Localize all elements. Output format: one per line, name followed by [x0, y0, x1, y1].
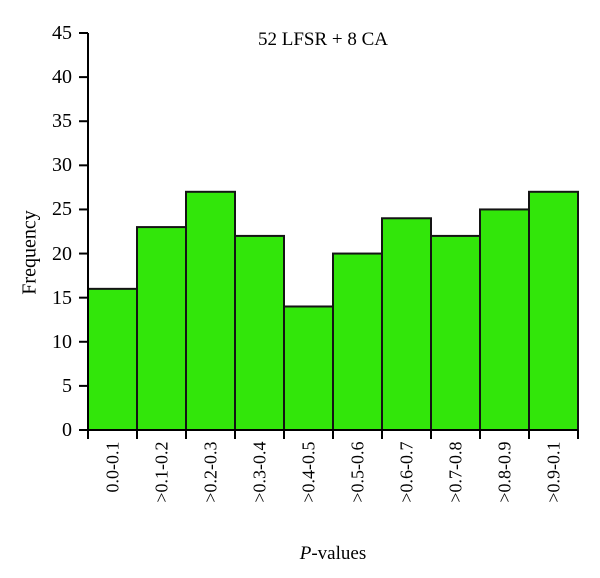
- x-tick-label: >0.7-0.8: [445, 441, 465, 503]
- histogram-bar: [332, 252, 383, 431]
- histogram-bar: [283, 305, 334, 431]
- x-tick-label: >0.4-0.5: [298, 441, 318, 503]
- histogram-bar: [479, 208, 530, 431]
- y-tick-label: 40: [52, 66, 72, 89]
- histogram-bar: [87, 287, 138, 431]
- histogram-bar: [381, 217, 432, 431]
- y-tick-label: 30: [52, 154, 72, 177]
- y-tick-label: 5: [62, 374, 72, 397]
- histogram-bar: [136, 226, 187, 431]
- y-tick-label: 10: [52, 330, 72, 353]
- x-tick-label: >0.3-0.4: [249, 441, 269, 503]
- histogram-bar: [185, 190, 236, 431]
- x-tick-label: 0.0-0.1: [102, 441, 122, 493]
- x-tick-label: >0.5-0.6: [347, 441, 367, 503]
- histogram-bar: [430, 234, 481, 431]
- y-tick-label: 45: [52, 22, 72, 44]
- x-tick-label: >0.2-0.3: [200, 441, 220, 503]
- y-tick-label: 35: [52, 110, 72, 133]
- histogram-bar: [234, 234, 285, 431]
- x-tick-label: >0.9-0.1: [543, 441, 563, 503]
- y-tick-label: 0: [62, 419, 72, 441]
- x-axis-label: P-values: [88, 543, 578, 565]
- y-tick-label: 20: [52, 242, 72, 265]
- x-tick-label: >0.6-0.7: [396, 441, 416, 503]
- y-tick-label: 15: [52, 286, 72, 309]
- y-tick-label: 25: [52, 198, 72, 221]
- x-tick-label: >0.8-0.9: [494, 441, 514, 503]
- chart-title: 52 LFSR + 8 CA: [257, 29, 389, 50]
- histogram-bar: [528, 190, 579, 431]
- x-tick-label: >0.1-0.2: [151, 441, 171, 503]
- x-axis-label-italic-part: P: [299, 543, 312, 564]
- x-axis-label-rest: -values: [311, 543, 367, 564]
